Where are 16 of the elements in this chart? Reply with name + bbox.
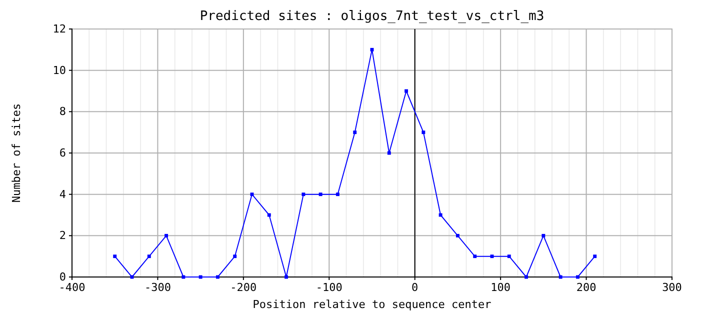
y-tick-label: 8 <box>59 105 66 118</box>
x-tick-label: 300 <box>662 280 682 294</box>
x-tick-label: -200 <box>230 280 257 294</box>
y-tick-label: 12 <box>52 22 66 36</box>
x-tick-label: -300 <box>144 280 171 294</box>
x-tick-label: 100 <box>490 280 511 294</box>
y-axis-title: Number of sites <box>10 103 23 203</box>
x-tick-label: 200 <box>576 280 596 294</box>
x-tick-label: -100 <box>316 280 342 294</box>
y-tick-label: 2 <box>59 229 66 242</box>
chart-title: Predicted sites : oligos_7nt_test_vs_ctrl_m3 <box>200 9 544 24</box>
y-tick-label: 6 <box>59 146 66 160</box>
y-tick-label: 10 <box>52 64 66 77</box>
y-tick-label: 4 <box>59 188 66 201</box>
x-axis-title: Position relative to sequence center <box>252 298 492 311</box>
x-tick-label: 0 <box>412 280 418 294</box>
